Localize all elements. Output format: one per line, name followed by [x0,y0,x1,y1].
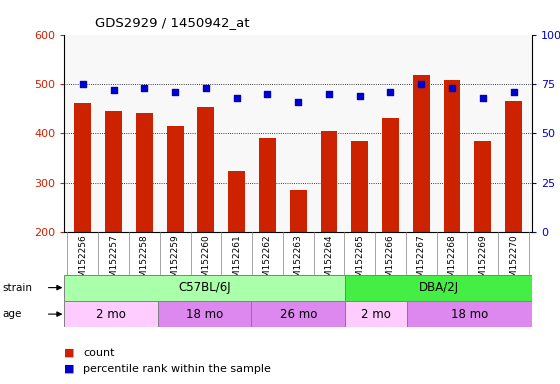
Bar [320,131,338,232]
Text: strain: strain [3,283,33,293]
Text: count: count [83,348,114,358]
Text: GSM152262: GSM152262 [263,234,272,289]
Text: GSM152268: GSM152268 [447,234,456,289]
Point [386,89,395,95]
Bar [407,301,532,327]
Point [293,99,302,105]
Point [509,89,518,95]
Bar [382,118,399,232]
Bar [259,138,276,232]
Point [478,95,487,101]
Bar [345,301,407,327]
Text: GSM152269: GSM152269 [478,234,487,289]
Text: age: age [3,309,22,319]
Text: 26 mo: 26 mo [279,308,317,321]
Bar [290,190,307,232]
Bar [74,103,91,232]
Text: GSM152270: GSM152270 [509,234,518,289]
Bar [505,101,522,232]
Bar [64,275,345,301]
Text: GSM152257: GSM152257 [109,234,118,289]
Bar [64,301,158,327]
Text: GSM152258: GSM152258 [140,234,149,289]
Text: GDS2929 / 1450942_at: GDS2929 / 1450942_at [95,16,250,29]
Point [324,91,333,97]
Point [109,87,118,93]
Text: C57BL/6J: C57BL/6J [179,281,231,294]
Text: 18 mo: 18 mo [186,308,223,321]
Text: 2 mo: 2 mo [96,308,126,321]
Point [417,81,426,87]
Point [171,89,180,95]
Point [263,91,272,97]
Bar [198,107,214,232]
Point [447,85,456,91]
Text: GSM152264: GSM152264 [324,234,333,289]
Bar [413,75,430,232]
Text: GSM152265: GSM152265 [355,234,364,289]
Point [202,85,211,91]
Text: 2 mo: 2 mo [361,308,391,321]
Text: GSM152261: GSM152261 [232,234,241,289]
Point [78,81,87,87]
Text: percentile rank within the sample: percentile rank within the sample [83,364,270,374]
Bar [105,111,122,232]
Bar [136,113,153,232]
Point [140,85,149,91]
Bar [351,141,368,232]
Point [232,95,241,101]
Text: GSM152260: GSM152260 [202,234,211,289]
Text: DBA/2J: DBA/2J [418,281,459,294]
Text: ■: ■ [64,364,75,374]
Bar [228,170,245,232]
Bar [251,301,345,327]
Text: ■: ■ [64,348,75,358]
Bar [444,80,460,232]
Bar [167,126,184,232]
Bar [474,141,491,232]
Text: GSM152263: GSM152263 [293,234,303,289]
Point [355,93,364,99]
Text: GSM152267: GSM152267 [417,234,426,289]
Bar [158,301,251,327]
Text: GSM152256: GSM152256 [78,234,87,289]
Text: GSM152259: GSM152259 [171,234,180,289]
Text: GSM152266: GSM152266 [386,234,395,289]
Text: 18 mo: 18 mo [451,308,488,321]
Bar [345,275,532,301]
